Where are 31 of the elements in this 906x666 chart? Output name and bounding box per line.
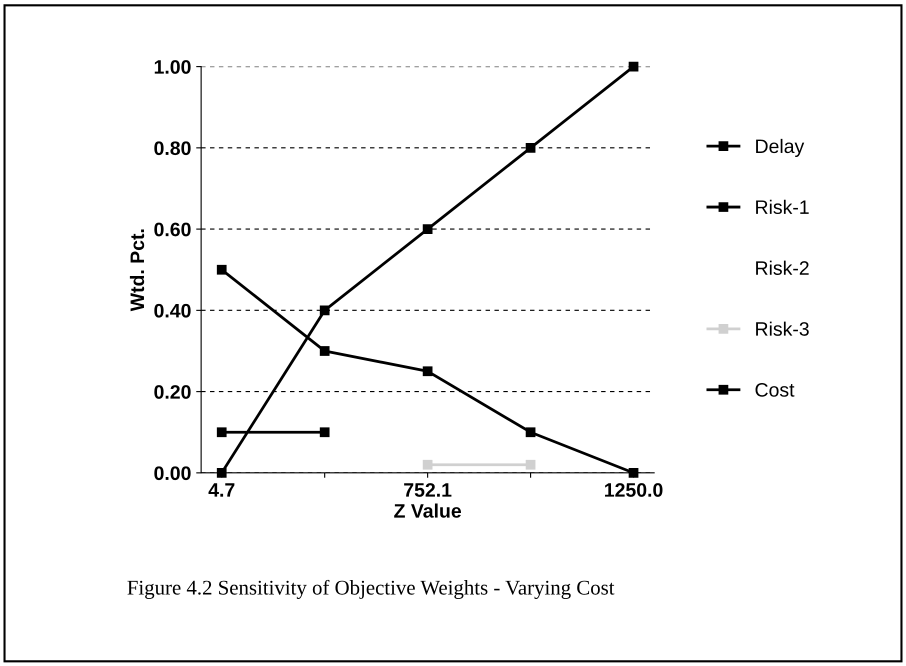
- legend-label: Delay: [756, 138, 804, 157]
- point: [422, 366, 432, 376]
- legend-label: Cost: [756, 382, 794, 397]
- y-axis-title: Wtd. Pct.: [130, 229, 144, 312]
- y-tick-label: 0.60: [154, 222, 191, 236]
- y-tick-label: 0.00: [154, 466, 191, 480]
- y-tick-label: 0.20: [154, 385, 191, 399]
- point: [526, 427, 536, 438]
- legend-label: Risk-3: [756, 322, 809, 336]
- y-tick-label: 0.80: [154, 141, 191, 156]
- x-tick-label: 1250.0: [605, 483, 662, 497]
- point: [526, 460, 536, 470]
- point: [628, 468, 638, 478]
- point: [320, 427, 330, 438]
- point: [216, 427, 227, 438]
- text: Risk-2: [756, 260, 809, 275]
- x-axis-title: Z Value: [394, 503, 462, 518]
- point: [422, 224, 432, 234]
- point: [320, 305, 330, 316]
- point: [526, 142, 536, 153]
- caption: Figure 4.2 Sensitivity of Objective Weights - Varying Cost: [127, 580, 614, 599]
- point: [422, 460, 432, 470]
- x-tick-label: 752.1: [404, 483, 452, 497]
- point: [320, 346, 330, 356]
- point: [628, 62, 638, 72]
- point: [216, 468, 227, 478]
- y-tick-label: 0.40: [154, 304, 191, 318]
- point: [216, 264, 227, 275]
- y-tick-label: 1.00: [154, 60, 191, 74]
- legend-label: Risk-1: [756, 200, 809, 214]
- x-tick-label: 4.7: [208, 483, 234, 497]
